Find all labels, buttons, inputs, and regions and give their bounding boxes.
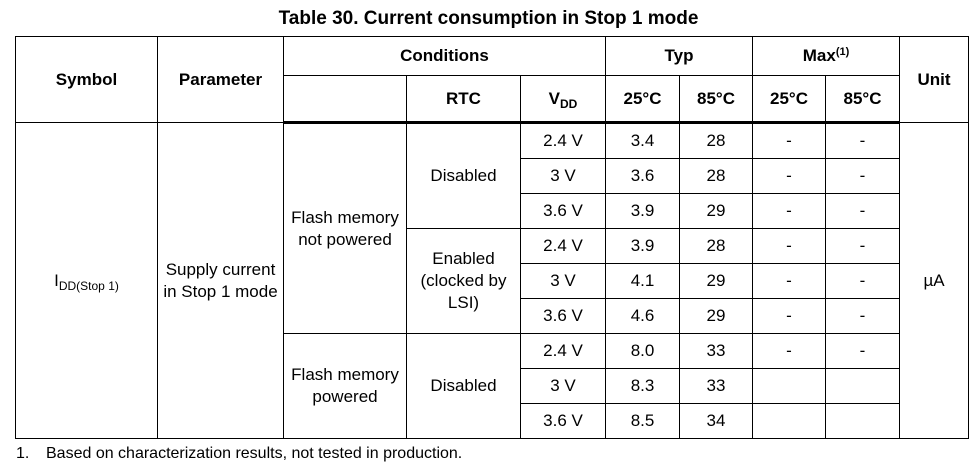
typ-25c-cell: 8.5: [605, 403, 681, 439]
header-symbol: Symbol: [15, 36, 158, 123]
flash-powered-cell: Flash memory powered: [283, 333, 407, 439]
vdd-cell: 3 V: [519, 263, 607, 299]
vdd-cell: 2.4 V: [519, 228, 607, 264]
header-typ-85c: 85°C: [679, 75, 754, 124]
table-row: 3.6 V 8.5 34: [16, 403, 969, 439]
max-25c-cell: -: [752, 333, 827, 369]
typ-85c-cell: 33: [679, 368, 754, 404]
table-row: 3 V 4.1 29 - -: [16, 263, 969, 299]
max-25c-cell: -: [752, 228, 827, 264]
max-85c-cell: [825, 403, 901, 439]
max-25c-cell: -: [752, 263, 827, 299]
table-title: Table 30. Current consumption in Stop 1 …: [278, 8, 699, 29]
max-85c-cell: -: [825, 158, 901, 194]
footnote: 1. Based on characterization results, not…: [16, 445, 462, 463]
typ-85c-cell: 29: [679, 263, 754, 299]
table-row: 3 V 3.6 28 - -: [16, 158, 969, 194]
typ-25c-cell: 8.0: [605, 333, 681, 369]
header-typ: Typ: [605, 36, 754, 76]
header-typ-25c: 25°C: [605, 75, 681, 124]
vdd-cell: 3.6 V: [519, 403, 607, 439]
typ-85c-cell: 28: [679, 122, 754, 159]
max-85c-cell: -: [825, 298, 901, 334]
header-conditions-blank: [283, 75, 407, 124]
header-row-1: Symbol Parameter Conditions Typ Max(1) U…: [15, 36, 970, 123]
vdd-cell: 3 V: [519, 158, 607, 194]
header-vdd-main: V: [548, 88, 560, 108]
header-max-25c: 25°C: [752, 75, 827, 124]
max-85c-cell: -: [825, 122, 901, 159]
table-row: IDD(Stop 1) Supply current in Stop 1 mod…: [15, 122, 970, 439]
symbol-cell: IDD(Stop 1): [15, 122, 158, 439]
header-conditions: Conditions: [282, 36, 607, 76]
symbol-main: I: [54, 270, 59, 290]
flash-not-powered-cell: Flash memory not powered: [283, 122, 407, 334]
header-rtc: RTC: [406, 75, 521, 124]
max-85c-cell: -: [825, 228, 901, 264]
rtc-disabled-cell: Disabled: [406, 122, 521, 229]
typ-25c-cell: 3.9: [605, 193, 681, 229]
header-vdd-sub: DD: [560, 96, 578, 111]
max-25c-cell: -: [752, 193, 827, 229]
vdd-cell: 3.6 V: [519, 193, 607, 229]
table-row: 3.6 V 3.9 29 - -: [16, 193, 969, 229]
header-row-2: RTC VDD 25°C 85°C 25°C 85°C: [16, 75, 969, 124]
rtc-disabled-cell-2: Disabled: [406, 333, 521, 439]
typ-85c-cell: 28: [679, 228, 754, 264]
max-25c-cell: [752, 403, 827, 439]
typ-85c-cell: 29: [679, 298, 754, 334]
vdd-cell: 3 V: [519, 368, 607, 404]
header-parameter: Parameter: [157, 36, 284, 123]
typ-85c-cell: 29: [679, 193, 754, 229]
header-vdd: VDD: [519, 75, 607, 124]
vdd-cell: 2.4 V: [519, 122, 607, 159]
header-max-footnote-ref: (1): [835, 46, 850, 58]
vdd-cell: 2.4 V: [519, 333, 607, 369]
typ-25c-cell: 4.1: [605, 263, 681, 299]
vdd-cell: 3.6 V: [519, 298, 607, 334]
typ-25c-cell: 8.3: [605, 368, 681, 404]
max-25c-cell: -: [752, 298, 827, 334]
symbol-sub: DD(Stop 1): [58, 278, 119, 293]
typ-85c-cell: 34: [679, 403, 754, 439]
header-max-85c: 85°C: [825, 75, 901, 124]
max-25c-cell: [752, 368, 827, 404]
typ-85c-cell: 33: [679, 333, 754, 369]
max-25c-cell: -: [752, 158, 827, 194]
typ-25c-cell: 3.4: [605, 122, 681, 159]
table-row: Enabled (clocked by LSI) 2.4 V 3.9 28 - …: [16, 228, 969, 334]
max-25c-cell: -: [752, 122, 827, 159]
header-max: Max(1): [752, 36, 901, 76]
max-85c-cell: -: [825, 333, 901, 369]
header-max-label: Max: [802, 46, 836, 65]
max-85c-cell: [825, 368, 901, 404]
table-row: 3.6 V 4.6 29 - -: [16, 298, 969, 334]
current-consumption-table: Symbol Parameter Conditions Typ Max(1) U…: [15, 36, 970, 439]
footnote-text: Based on characterization results, not t…: [46, 445, 463, 462]
max-85c-cell: -: [825, 193, 901, 229]
typ-85c-cell: 28: [679, 158, 754, 194]
footnote-number: 1.: [16, 445, 30, 462]
max-85c-cell: -: [825, 263, 901, 299]
typ-25c-cell: 4.6: [605, 298, 681, 334]
unit-cell: µA: [899, 122, 970, 439]
table-row: Flash memory powered Disabled 2.4 V 8.0 …: [16, 333, 969, 439]
typ-25c-cell: 3.9: [605, 228, 681, 264]
parameter-cell: Supply current in Stop 1 mode: [157, 122, 284, 439]
rtc-enabled-cell: Enabled (clocked by LSI): [406, 228, 521, 334]
header-unit: Unit: [899, 36, 970, 123]
typ-25c-cell: 3.6: [605, 158, 681, 194]
